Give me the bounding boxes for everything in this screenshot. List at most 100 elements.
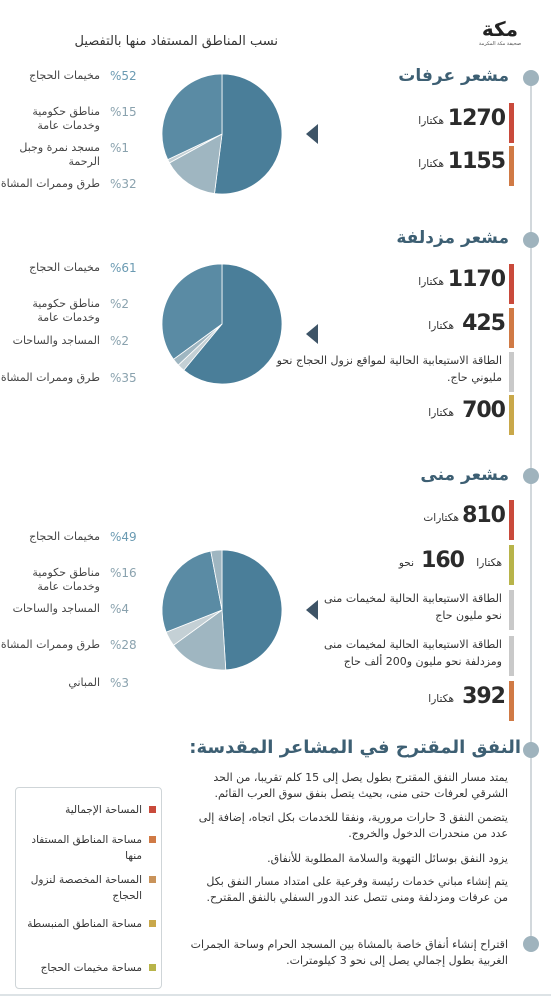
pointer-arrow-muzdalifah xyxy=(306,324,318,344)
tunnel-paragraph-4: يتم إنشاء مباني خدمات رئيسة وفرعية على ا… xyxy=(206,875,508,904)
stat-description: الطاقة الاستيعابية الحالية لمخيمات منى ن… xyxy=(323,592,502,622)
stat-bar xyxy=(509,500,514,540)
color-key-swatch xyxy=(149,806,156,813)
pie-slice xyxy=(210,549,223,611)
pie-slice xyxy=(161,550,223,633)
legend-row-mina-5: %3 المباني xyxy=(0,676,140,696)
stat-mina-combined-capacity: الطاقة الاستيعابية الحالية لمخيمات منى و… xyxy=(274,636,514,676)
stat-bar xyxy=(509,264,514,304)
stat-number: 1170 xyxy=(447,267,506,292)
legend-label: مناطق حكومية وخدمات عامة xyxy=(32,566,100,593)
stat-mina-capacity: الطاقة الاستيعابية الحالية لمخيمات منى ن… xyxy=(274,590,514,630)
stat-bar xyxy=(509,545,514,585)
stat-unit: هكتارا xyxy=(418,158,444,170)
legend-pct: %3 xyxy=(110,676,130,690)
stat-bar xyxy=(509,146,514,186)
color-key-item-allocated: المساحة المخصصة لنزول الحجاج xyxy=(24,872,156,906)
brand-logo: مكة xyxy=(481,17,519,41)
legend-row-mina-1: %49 مخيمات الحجاج xyxy=(0,530,140,560)
tunnel-paragraph-1: يمتد مسار النفق المقترح بطول يصل إلى 15 … xyxy=(213,771,508,800)
pie-slice xyxy=(168,133,223,194)
timeline-node-muzdalifah xyxy=(523,232,539,248)
footer-divider xyxy=(0,994,551,996)
color-key-swatch xyxy=(149,964,156,971)
pie-slice xyxy=(172,609,227,671)
stat-mina-used: 392 هكتارا xyxy=(394,681,514,721)
legend-pct: %49 xyxy=(110,530,137,544)
color-key-swatch xyxy=(149,836,156,843)
pie-muzdalifah xyxy=(161,263,283,385)
pie-arafat xyxy=(161,73,283,195)
color-key-item-used: مساحة المناطق المستفاد منها xyxy=(24,832,156,866)
color-key-swatch xyxy=(149,876,156,883)
stat-number: 425 xyxy=(462,311,506,336)
stat-muzdalifah-flat: 700 هكتارا xyxy=(394,395,514,435)
tunnel-paragraph-2: يتضمن النفق 3 حارات مرورية، ونفقا للخدما… xyxy=(198,811,508,840)
stat-number: 392 xyxy=(462,684,506,709)
section-title-arafat: مشعر عرفات xyxy=(398,66,509,86)
timeline-node-mina xyxy=(523,468,539,484)
legend-label: مخيمات الحجاج xyxy=(29,261,100,274)
stat-number: 810 xyxy=(462,503,506,528)
legend-pct: %28 xyxy=(110,638,137,652)
timeline-node-arafat xyxy=(523,70,539,86)
pie-slice xyxy=(161,263,223,360)
legend-label: طرق وممرات المشاة xyxy=(0,371,100,384)
color-key-item-flat: مساحة المناطق المنبسطة xyxy=(24,916,156,950)
stat-bar xyxy=(509,636,514,676)
stat-bar xyxy=(509,395,514,435)
legend-row-muzdalifah-4: %35 طرق وممرات المشاة xyxy=(0,371,140,401)
timeline-node-end xyxy=(523,936,539,952)
stat-muzdalifah-total: 1170 هكتارا xyxy=(394,264,514,304)
stat-muzdalifah-capacity: الطاقة الاستيعابية الحالية لمواقع نزول ا… xyxy=(274,352,514,392)
stat-bar xyxy=(509,590,514,630)
pie-mina xyxy=(161,549,283,671)
color-key-box: المساحة الإجمالية مساحة المناطق المستفاد… xyxy=(15,787,162,989)
legend-pct: %35 xyxy=(110,371,137,385)
legend-pct: %61 xyxy=(110,261,137,275)
stat-description: الطاقة الاستيعابية الحالية لمواقع نزول ا… xyxy=(276,354,502,384)
stat-bar xyxy=(509,681,514,721)
legend-pct: %16 xyxy=(110,566,137,580)
legend-row-arafat-1: %52 مخيمات الحجاج xyxy=(0,69,140,99)
stat-description: الطاقة الاستيعابية الحالية لمخيمات منى و… xyxy=(323,638,502,668)
stat-arafat-used: 1155 هكتارا xyxy=(394,146,514,186)
color-key-label: مساحة المناطق المنبسطة xyxy=(27,918,142,930)
legend-pct: %2 xyxy=(110,297,130,311)
pointer-arrow-mina xyxy=(306,600,318,620)
stat-mina-total: 810 هكتارات xyxy=(394,500,514,540)
color-key-item-camps: مساحة مخيمات الحجاج xyxy=(24,960,156,994)
stat-arafat-total: 1270 هكتارا xyxy=(394,103,514,143)
stat-number: 1155 xyxy=(447,149,506,174)
legend-pct: %4 xyxy=(110,602,130,616)
color-key-label: مساحة مخيمات الحجاج xyxy=(40,962,142,974)
color-key-label: المساحة المخصصة لنزول الحجاج xyxy=(30,874,142,902)
legend-pct: %1 xyxy=(110,141,130,155)
legend-label: مناطق حكومية وخدمات عامة xyxy=(32,105,100,132)
stat-unit: هكتارا xyxy=(418,115,444,127)
legend-row-mina-2: %16 مناطق حكومية وخدمات عامة xyxy=(0,566,140,596)
stat-unit: هكتارا xyxy=(428,320,454,332)
legend-row-arafat-2: %15 مناطق حكومية وخدمات عامة xyxy=(0,105,140,135)
stat-bar xyxy=(509,103,514,143)
stat-mina-camps: هكتارا 160 نحو xyxy=(354,545,514,585)
color-key-label: المساحة الإجمالية xyxy=(65,804,142,816)
legend-row-muzdalifah-2: %2 مناطق حكومية وخدمات عامة xyxy=(0,297,140,327)
color-key-item-total: المساحة الإجمالية xyxy=(24,802,156,836)
legend-row-muzdalifah-1: %61 مخيمات الحجاج xyxy=(0,261,140,291)
pie-slice xyxy=(221,549,283,671)
stat-number: 700 xyxy=(462,398,506,423)
pie-slice xyxy=(161,73,223,161)
legend-label: المساجد والساحات xyxy=(12,602,100,615)
stat-unit: هكتارا xyxy=(476,557,502,569)
legend-label: المباني xyxy=(68,676,100,689)
legend-pct: %15 xyxy=(110,105,137,119)
section-title-muzdalifah: مشعر مزدلفة xyxy=(396,228,509,248)
stat-unit: هكتارات xyxy=(423,512,459,524)
stat-unit: هكتارا xyxy=(428,693,454,705)
legend-row-arafat-3: %1 مسجد نمرة وجبل الرحمة xyxy=(0,141,140,171)
tunnel-paragraph-5: اقتراح إنشاء أنفاق خاصة بالمشاة بين المس… xyxy=(190,938,508,967)
legend-row-muzdalifah-3: %2 المساجد والساحات xyxy=(0,334,140,364)
legend-label: مناطق حكومية وخدمات عامة xyxy=(32,297,100,324)
timeline-line xyxy=(530,78,532,943)
